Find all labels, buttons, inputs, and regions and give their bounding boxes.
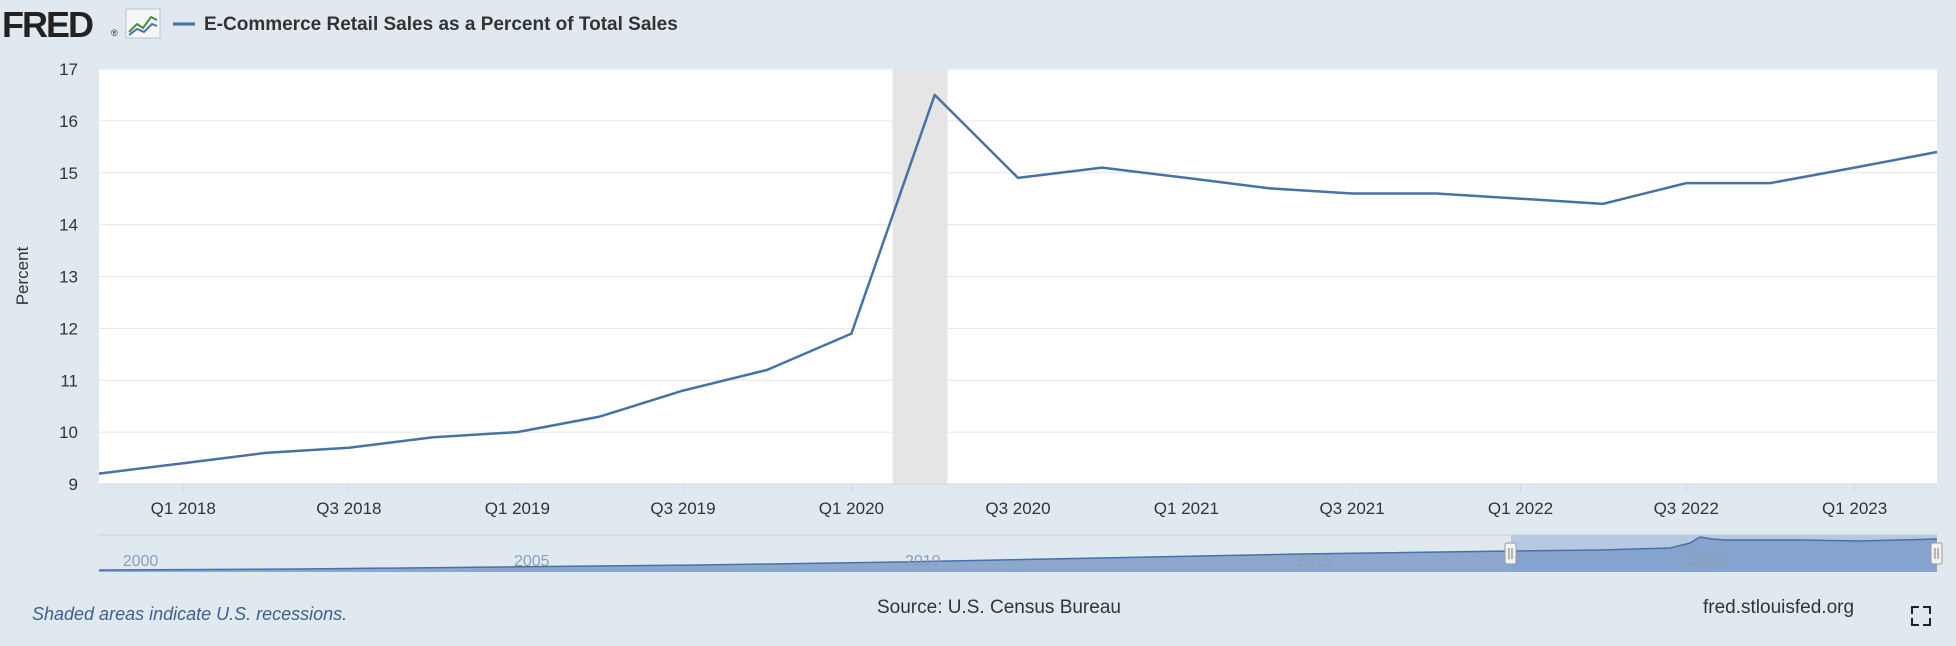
logo-text: FRED bbox=[2, 4, 93, 45]
navigator-label: 2020 bbox=[1687, 553, 1723, 570]
y-tick-label: 15 bbox=[59, 164, 78, 183]
navigator-series-line bbox=[98, 536, 1938, 571]
recession-note: Shaded areas indicate U.S. recessions. bbox=[32, 604, 348, 624]
fred-logo[interactable]: FRED ® bbox=[2, 4, 161, 45]
x-tick-label: Q3 2018 bbox=[316, 499, 381, 518]
y-tick-label: 12 bbox=[59, 319, 78, 338]
navigator[interactable]: 2000 2005 2010 2015 2020 bbox=[98, 534, 1943, 572]
navigator-label: 2000 bbox=[123, 553, 159, 570]
navigator-series-area bbox=[99, 537, 1937, 572]
recession-shading bbox=[892, 69, 948, 484]
navigator-labels: 2000 2005 2010 2015 2020 bbox=[123, 553, 1723, 570]
y-tick-label: 14 bbox=[59, 216, 78, 235]
x-tick-label: Q3 2020 bbox=[985, 499, 1050, 518]
x-tick-label: Q3 2021 bbox=[1319, 499, 1384, 518]
y-tick-label: 9 bbox=[69, 475, 78, 494]
x-tick-label: Q1 2020 bbox=[819, 499, 884, 518]
y-tick-label: 17 bbox=[59, 60, 78, 79]
fred-url-link[interactable]: fred.stlouisfed.org bbox=[1703, 597, 1855, 618]
y-axis: 9 10 11 12 13 14 15 16 17 bbox=[59, 60, 78, 494]
line-chart-icon bbox=[125, 8, 161, 39]
navigator-label: 2015 bbox=[1296, 553, 1332, 570]
x-tick-label: Q1 2022 bbox=[1488, 499, 1553, 518]
fullscreen-icon[interactable] bbox=[1911, 606, 1931, 626]
x-axis: Q1 2018 Q3 2018 Q1 2019 Q3 2019 Q1 2020 Q3 20… bbox=[151, 484, 1887, 518]
navigator-label: 2005 bbox=[514, 553, 550, 570]
x-tick-label: Q1 2021 bbox=[1154, 499, 1219, 518]
x-tick-label: Q1 2019 bbox=[485, 499, 550, 518]
y-tick-label: 10 bbox=[59, 423, 78, 442]
y-tick-label: 11 bbox=[60, 371, 78, 390]
x-tick-label: Q1 2023 bbox=[1822, 499, 1887, 518]
x-tick-label: Q1 2018 bbox=[151, 499, 216, 518]
source-credit[interactable]: Source: U.S. Census Bureau bbox=[877, 597, 1121, 618]
y-tick-label: 16 bbox=[59, 112, 78, 131]
logo-registered-mark: ® bbox=[111, 28, 118, 38]
x-tick-label: Q3 2019 bbox=[650, 499, 715, 518]
navigator-left-handle[interactable] bbox=[1504, 542, 1517, 565]
legend[interactable]: E-Commerce Retail Sales as a Percent of … bbox=[173, 14, 678, 35]
x-tick-label: Q3 2022 bbox=[1654, 499, 1719, 518]
navigator-label: 2010 bbox=[905, 553, 941, 570]
y-axis-title: Percent bbox=[13, 246, 32, 305]
legend-series-label: E-Commerce Retail Sales as a Percent of … bbox=[204, 14, 678, 35]
series-line[interactable] bbox=[98, 93, 1938, 475]
y-tick-label: 13 bbox=[59, 268, 78, 287]
grid-lines bbox=[99, 68, 1937, 485]
navigator-right-handle[interactable] bbox=[1930, 542, 1943, 565]
